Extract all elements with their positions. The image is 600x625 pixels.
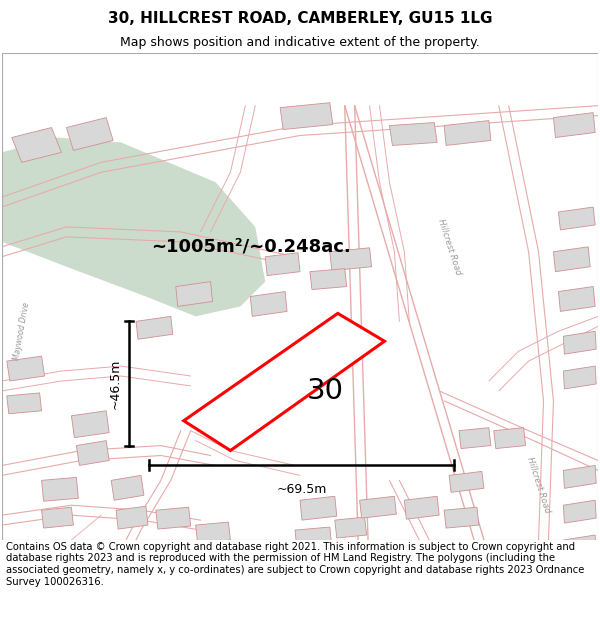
Polygon shape xyxy=(255,542,290,563)
Polygon shape xyxy=(563,535,596,560)
Text: Map shows position and indicative extent of the property.: Map shows position and indicative extent… xyxy=(120,36,480,49)
Polygon shape xyxy=(494,428,526,449)
Polygon shape xyxy=(220,557,257,580)
Polygon shape xyxy=(111,476,144,500)
Text: 30, HILLCREST ROAD, CAMBERLEY, GU15 1LG: 30, HILLCREST ROAD, CAMBERLEY, GU15 1LG xyxy=(108,11,492,26)
Polygon shape xyxy=(330,248,371,271)
Polygon shape xyxy=(559,207,595,230)
Polygon shape xyxy=(563,466,596,488)
Polygon shape xyxy=(553,247,590,272)
Polygon shape xyxy=(280,102,333,129)
Polygon shape xyxy=(553,112,595,138)
Text: Hillcrest Road: Hillcrest Road xyxy=(525,456,552,514)
Text: ~46.5m: ~46.5m xyxy=(109,358,122,409)
Text: 30: 30 xyxy=(307,377,343,405)
Polygon shape xyxy=(444,121,491,146)
Polygon shape xyxy=(12,127,61,162)
Polygon shape xyxy=(265,253,300,276)
Polygon shape xyxy=(67,118,113,151)
Polygon shape xyxy=(71,411,109,437)
Polygon shape xyxy=(196,522,230,543)
Polygon shape xyxy=(184,313,385,451)
Polygon shape xyxy=(359,496,397,518)
Polygon shape xyxy=(7,356,44,381)
Polygon shape xyxy=(250,291,287,316)
Text: ~69.5m: ~69.5m xyxy=(277,483,326,496)
Polygon shape xyxy=(151,545,194,570)
Polygon shape xyxy=(444,508,479,528)
Polygon shape xyxy=(563,366,596,389)
Polygon shape xyxy=(310,269,347,289)
Polygon shape xyxy=(563,500,596,523)
Polygon shape xyxy=(7,393,41,414)
Polygon shape xyxy=(136,316,173,339)
Polygon shape xyxy=(335,517,367,538)
Polygon shape xyxy=(563,331,596,354)
Text: Maywood Drive: Maywood Drive xyxy=(12,301,31,361)
Polygon shape xyxy=(156,508,191,529)
Polygon shape xyxy=(295,527,332,550)
Polygon shape xyxy=(559,286,595,311)
Text: Contains OS data © Crown copyright and database right 2021. This information is : Contains OS data © Crown copyright and d… xyxy=(6,542,584,587)
Polygon shape xyxy=(41,508,73,528)
Polygon shape xyxy=(389,122,437,146)
Polygon shape xyxy=(76,441,109,466)
Polygon shape xyxy=(404,496,439,519)
Polygon shape xyxy=(449,471,484,492)
Polygon shape xyxy=(2,138,265,316)
Text: ~1005m²/~0.248ac.: ~1005m²/~0.248ac. xyxy=(151,238,350,256)
Text: Hillcrest Road: Hillcrest Road xyxy=(436,217,463,276)
Polygon shape xyxy=(116,506,148,529)
Polygon shape xyxy=(459,428,491,449)
Polygon shape xyxy=(300,496,337,520)
Polygon shape xyxy=(176,282,212,306)
Polygon shape xyxy=(41,478,79,501)
